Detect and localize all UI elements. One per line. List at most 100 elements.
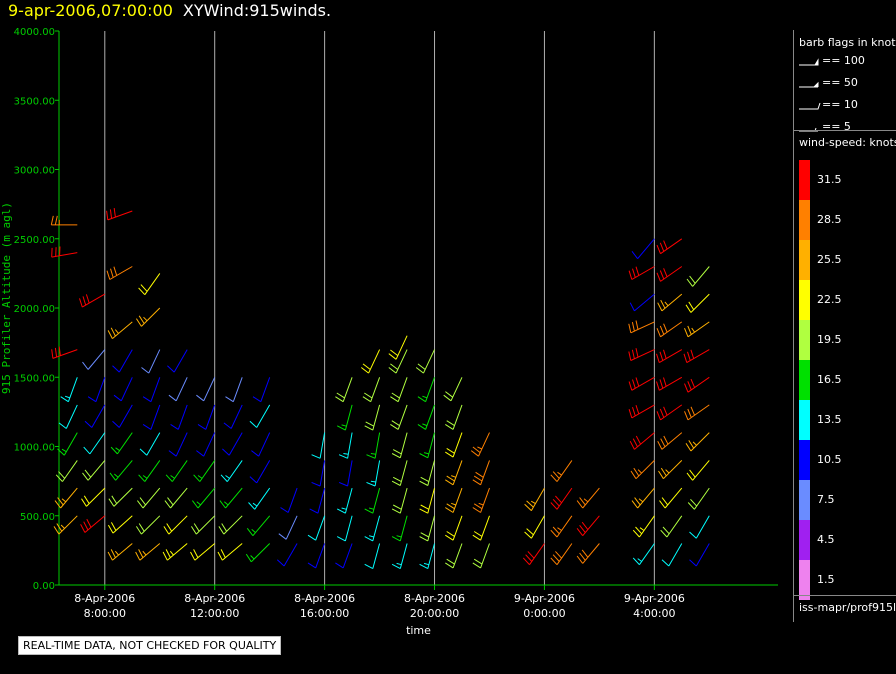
y-tick-label: 2000.00 bbox=[14, 304, 55, 315]
wind-barb bbox=[364, 515, 381, 542]
wind-barb bbox=[550, 487, 573, 510]
wind-barb bbox=[445, 515, 463, 541]
wind-barb bbox=[107, 543, 133, 561]
y-tick-label: 2500.00 bbox=[14, 235, 55, 246]
wind-barb bbox=[53, 515, 78, 535]
barb-flag-label: == 10 bbox=[822, 98, 858, 111]
wind-barb bbox=[249, 460, 271, 484]
wind-barb bbox=[657, 293, 683, 312]
wind-barb bbox=[656, 376, 683, 391]
wind-barb bbox=[106, 266, 133, 280]
x-tick-label-date: 8-Apr-2006 bbox=[294, 592, 355, 605]
wind-barb bbox=[390, 404, 408, 430]
barb-flag-row: == 10 bbox=[798, 98, 893, 112]
wind-barb bbox=[218, 515, 243, 535]
wind-barb bbox=[190, 543, 216, 561]
wind-barb bbox=[55, 460, 78, 482]
wind-barb bbox=[689, 515, 710, 539]
legend-divider bbox=[794, 130, 896, 131]
wind-barb bbox=[112, 404, 133, 428]
title-product: XYWind:915winds. bbox=[182, 1, 332, 20]
wind-barb bbox=[524, 515, 545, 539]
wind-barb bbox=[472, 487, 490, 513]
x-tick-label-time: 12:00:00 bbox=[190, 607, 239, 620]
wind-barb bbox=[135, 543, 161, 561]
colorbar-label: 4.5 bbox=[817, 533, 835, 546]
wind-barb bbox=[170, 404, 188, 430]
barb-flag-icon bbox=[799, 127, 818, 132]
barb-flag-icon bbox=[799, 58, 819, 66]
wind-barb bbox=[82, 349, 106, 370]
y-tick-label: 3000.00 bbox=[14, 166, 55, 177]
wind-barb bbox=[576, 543, 600, 564]
wind-barb bbox=[112, 349, 133, 373]
wind-barb bbox=[338, 460, 353, 487]
wind-barb bbox=[419, 432, 435, 459]
y-tick-label: 0.00 bbox=[33, 581, 55, 592]
wind-barb bbox=[307, 543, 326, 569]
wind-barb bbox=[364, 404, 381, 431]
wind-barb bbox=[550, 515, 573, 538]
wind-barb bbox=[54, 487, 78, 509]
wind-barb bbox=[364, 487, 381, 514]
wind-barb bbox=[419, 515, 435, 542]
wind-barb bbox=[309, 487, 326, 514]
wind-barb bbox=[628, 320, 655, 334]
wind-barb bbox=[443, 377, 463, 402]
wind-barb bbox=[685, 432, 710, 452]
barb-flag-label: == 100 bbox=[822, 54, 865, 67]
wind-barb bbox=[390, 377, 408, 403]
y-tick-label: 1000.00 bbox=[14, 443, 55, 454]
wind-barb bbox=[311, 460, 326, 487]
wind-barb bbox=[391, 543, 408, 570]
wind-barb bbox=[576, 487, 600, 509]
wind-barb bbox=[656, 266, 683, 282]
wind-barb bbox=[686, 460, 710, 481]
y-tick-label: 1500.00 bbox=[14, 373, 55, 384]
wind-barb bbox=[364, 543, 381, 570]
x-tick-label-date: 8-Apr-2006 bbox=[74, 592, 135, 605]
colorbar-label: 31.5 bbox=[817, 173, 842, 186]
colorbar-swatch bbox=[799, 480, 810, 520]
wind-barb bbox=[684, 376, 710, 393]
wind-barb bbox=[417, 404, 435, 430]
wind-barb bbox=[391, 487, 408, 514]
barb-flag-row: == 100 bbox=[798, 54, 893, 68]
wind-barb bbox=[138, 273, 161, 296]
wind-barb bbox=[190, 515, 216, 535]
colorbar-swatch bbox=[799, 400, 810, 440]
wind-barb bbox=[472, 515, 490, 541]
wind-barb bbox=[524, 487, 545, 511]
wind-barb bbox=[50, 215, 78, 226]
title-datetime: 9-apr-2006,07:00:00 bbox=[8, 1, 173, 20]
wind-barb bbox=[335, 543, 353, 569]
wind-barb bbox=[110, 432, 133, 455]
wind-barb bbox=[415, 349, 435, 374]
wind-barb bbox=[280, 487, 298, 513]
wind-barb bbox=[165, 460, 188, 482]
wind-barb bbox=[248, 487, 271, 510]
wind-barb bbox=[251, 432, 271, 457]
wind-barb bbox=[391, 515, 408, 542]
colorbar-label: 28.5 bbox=[817, 213, 842, 226]
wind-barb bbox=[113, 377, 133, 402]
colorbar-swatch bbox=[799, 280, 810, 320]
wind-barb bbox=[135, 307, 161, 327]
wind-barb bbox=[388, 335, 408, 360]
legend-panel: barb flags in knots == 100 == 50 == 10 == 5… bbox=[793, 30, 896, 622]
wind-barb bbox=[106, 208, 133, 221]
wind-barb bbox=[196, 377, 216, 402]
barb-legend-title: barb flags in knots bbox=[799, 36, 896, 49]
wind-barb bbox=[142, 404, 161, 430]
wind-barb bbox=[249, 404, 271, 428]
barb-flag-icon bbox=[799, 81, 819, 88]
speed-legend-title: wind-speed: knots bbox=[799, 136, 896, 149]
x-tick-label-date: 9-Apr-2006 bbox=[624, 592, 685, 605]
wind-barb bbox=[335, 377, 353, 403]
x-tick-label-date: 8-Apr-2006 bbox=[404, 592, 465, 605]
wind-barb bbox=[656, 349, 683, 364]
wind-barb bbox=[445, 487, 463, 513]
wind-barb bbox=[51, 246, 78, 258]
wind-barb bbox=[684, 321, 710, 338]
wind-barb bbox=[51, 346, 78, 359]
